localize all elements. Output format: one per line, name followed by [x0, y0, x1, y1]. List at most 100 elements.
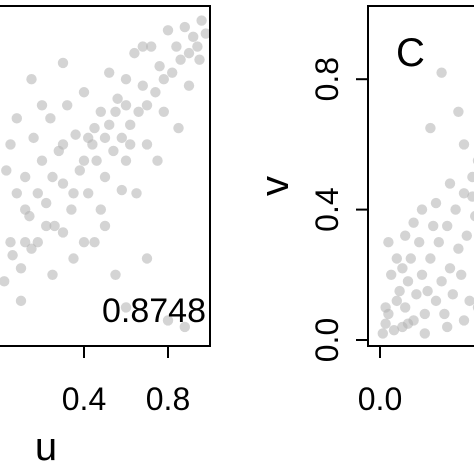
data-point: [91, 155, 102, 166]
data-point: [419, 328, 430, 339]
data-point: [411, 289, 422, 300]
data-point: [433, 237, 444, 248]
data-point: [78, 155, 90, 166]
data-point: [49, 220, 60, 232]
data-point: [104, 119, 115, 131]
data-point: [430, 197, 442, 209]
data-point: [32, 237, 43, 248]
data-point: [419, 308, 430, 320]
data-point: [5, 237, 16, 248]
data-point: [89, 122, 100, 134]
data-point: [47, 171, 58, 183]
data-point: [146, 41, 157, 52]
data-point: [15, 295, 27, 307]
data-point: [20, 237, 31, 248]
data-point: [456, 269, 467, 280]
data-point: [380, 302, 391, 313]
data-point: [137, 41, 148, 52]
data-point: [154, 60, 165, 72]
x-axis-label-left: u: [35, 425, 57, 469]
data-point: [83, 188, 94, 199]
x-tick-label: 0.0: [358, 381, 402, 417]
data-point: [131, 188, 142, 199]
data-point: [99, 132, 111, 144]
data-point: [383, 237, 394, 248]
y-axis-label-right: v: [253, 176, 297, 196]
data-point: [20, 204, 31, 215]
data-point: [7, 250, 18, 261]
data-point: [430, 295, 442, 307]
data-point: [95, 204, 107, 215]
plot-frame-left: [0, 5, 211, 347]
data-point: [458, 139, 470, 150]
data-point: [408, 217, 419, 228]
data-point: [397, 263, 408, 274]
data-point: [11, 113, 22, 124]
data-point: [152, 155, 163, 166]
data-point: [405, 253, 416, 264]
x-axis-right: 0.0: [358, 346, 402, 417]
data-point: [110, 269, 121, 280]
data-point: [200, 28, 211, 39]
data-point: [183, 80, 195, 91]
data-point: [377, 328, 388, 339]
data-point: [391, 295, 402, 307]
data-point: [467, 191, 474, 202]
y-tick-label: 0.0: [309, 318, 345, 362]
data-point: [20, 171, 31, 183]
data-point: [183, 47, 195, 59]
data-point: [5, 139, 16, 150]
data-point: [99, 171, 111, 183]
data-point: [400, 302, 411, 313]
data-point: [467, 171, 474, 183]
data-point: [442, 220, 453, 232]
data-point: [120, 100, 132, 111]
data-point: [26, 74, 37, 85]
data-point: [78, 87, 90, 98]
x-tick-label: 0.4: [62, 381, 106, 417]
data-point: [68, 188, 79, 199]
data-point: [99, 220, 111, 232]
data-point: [57, 139, 69, 150]
data-point: [400, 230, 411, 241]
data-point: [442, 321, 453, 333]
data-point: [89, 237, 100, 248]
data-point: [129, 47, 140, 59]
data-point: [391, 253, 402, 264]
data-point: [380, 318, 391, 329]
data-point: [141, 139, 153, 150]
data-point: [179, 21, 190, 33]
data-point: [444, 263, 456, 274]
data-point: [28, 132, 39, 144]
data-point: [41, 220, 52, 232]
data-point: [116, 184, 128, 196]
data-point: [450, 204, 461, 215]
data-point: [133, 106, 144, 118]
y-tick-label: 0.4: [309, 187, 345, 231]
data-point: [158, 106, 169, 118]
data-point: [108, 145, 119, 157]
data-point: [394, 285, 405, 297]
data-point: [458, 188, 470, 199]
data-point: [47, 269, 58, 280]
data-point: [162, 25, 174, 36]
x-axis-left: 0.4 0.8: [62, 346, 190, 417]
points-right: [377, 67, 474, 339]
data-point: [196, 15, 207, 26]
data-point: [464, 295, 474, 307]
y-tick-label: 0.8: [309, 57, 345, 101]
data-point: [36, 100, 48, 111]
data-point: [436, 67, 447, 78]
data-point: [425, 122, 436, 134]
panel-label-c: C: [396, 31, 425, 75]
data-point: [70, 129, 81, 140]
x-tick-label: 0.8: [146, 381, 190, 417]
data-point: [173, 122, 184, 134]
data-point: [11, 188, 22, 199]
data-point: [436, 276, 447, 287]
data-point: [192, 41, 203, 52]
data-point: [120, 74, 132, 85]
data-point: [110, 106, 121, 118]
y-axis-right: 0.0 0.4 0.8: [309, 57, 368, 362]
